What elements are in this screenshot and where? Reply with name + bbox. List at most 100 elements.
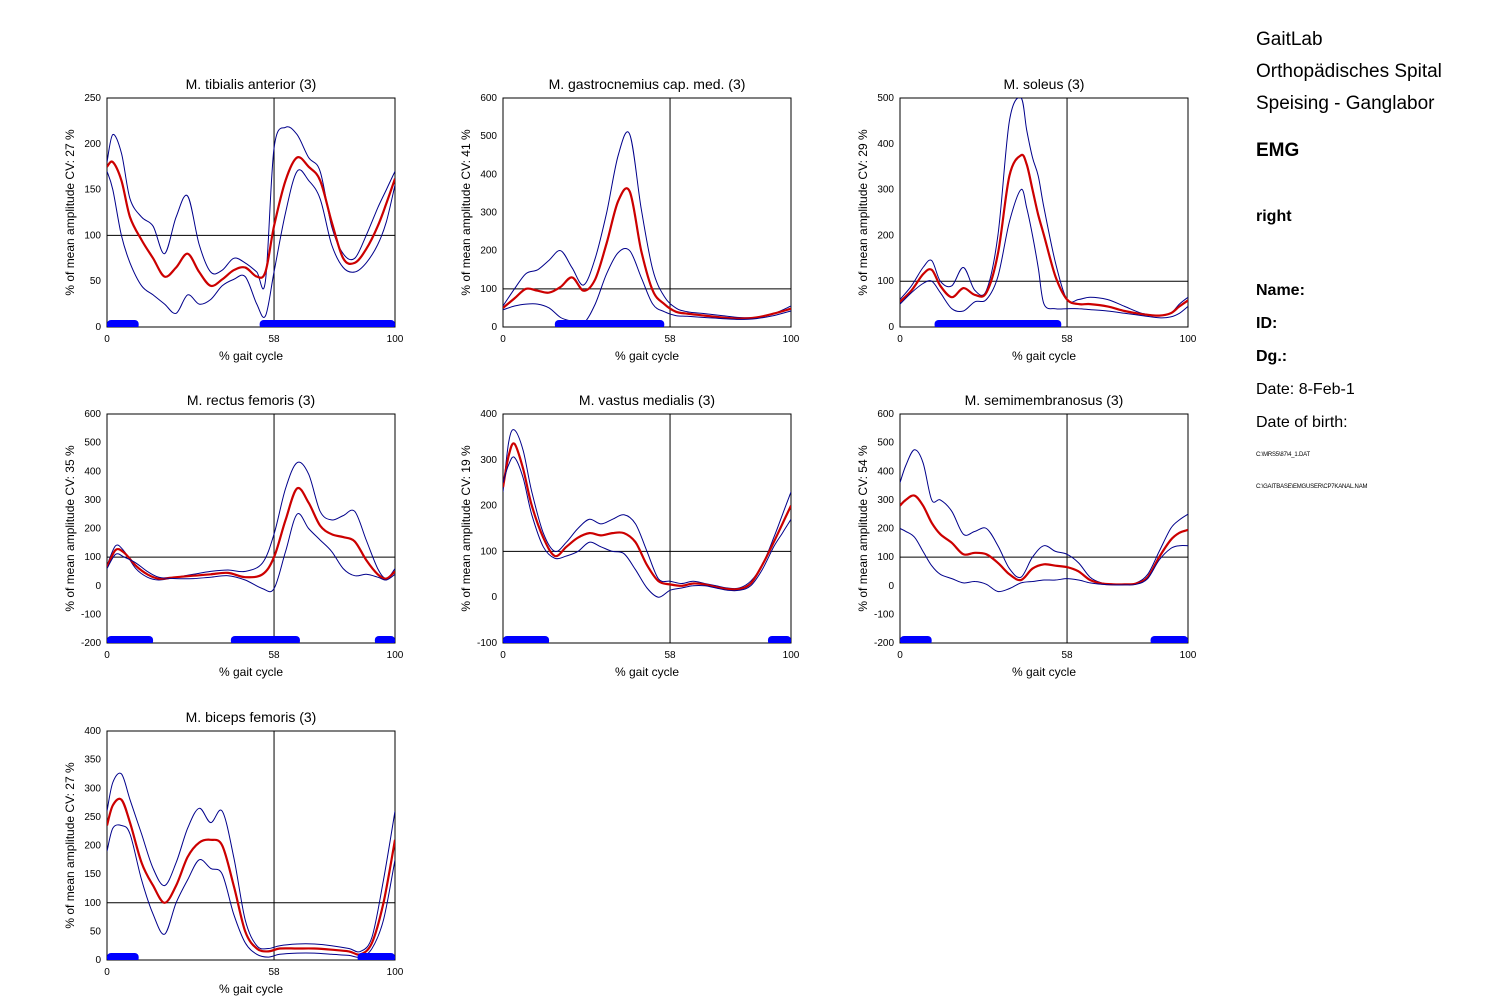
- y-tick-label: 100: [877, 552, 894, 563]
- y-tick-label: 100: [480, 284, 497, 295]
- y-tick-label: 600: [480, 93, 497, 104]
- chart-3: M. soleus (3) 0 100 200 300 400 500 0 58 100 % gai…: [856, 76, 1197, 363]
- y-tick-label: 500: [480, 131, 497, 142]
- side-label: right: [1256, 208, 1292, 225]
- y-tick-label: 250: [84, 93, 101, 104]
- y-tick-label: 0: [888, 581, 894, 592]
- series-group: [503, 131, 791, 325]
- x-tick-label: 100: [783, 650, 800, 661]
- y-tick-label: 100: [480, 546, 497, 557]
- x-axis-label: % gait cycle: [1012, 665, 1076, 679]
- mean-curve: [503, 442, 791, 591]
- y-tick-label: -100: [477, 638, 497, 649]
- y-tick-label: 200: [480, 501, 497, 512]
- mean-curve: [503, 187, 791, 320]
- mean-curve: [107, 156, 395, 288]
- y-axis-label: % of mean amplitude CV: 29 %: [856, 129, 870, 296]
- chart-title: M. vastus medialis (3): [579, 392, 715, 408]
- plot-frame: [899, 97, 1189, 328]
- x-tick-label: 0: [104, 650, 110, 661]
- x-tick-label: 100: [387, 334, 404, 345]
- chart-title: M. rectus femoris (3): [187, 392, 315, 408]
- y-tick-label: 500: [84, 438, 101, 449]
- chart-title: M. tibialis anterior (3): [186, 76, 317, 92]
- y-axis-label: % of mean amplitude CV: 27 %: [63, 129, 77, 296]
- y-axis-label: % of mean amplitude CV: 35 %: [63, 445, 77, 612]
- chart-1: M. tibialis anterior (3) 0 50 100 150 200 250 0…: [63, 76, 404, 363]
- lab-name-line-2: Orthopädisches Spital: [1256, 61, 1442, 82]
- x-tick-label: 58: [664, 334, 676, 345]
- x-tick-label: 0: [500, 334, 506, 345]
- id-field: ID:: [1256, 307, 1486, 340]
- name-field: Name:: [1256, 274, 1486, 307]
- y-tick-label: 400: [877, 466, 894, 477]
- y-tick-label: 0: [95, 322, 101, 333]
- upper-band-curve: [503, 131, 791, 319]
- x-tick-label: 58: [268, 967, 280, 978]
- x-tick-label: 58: [1061, 650, 1073, 661]
- y-tick-label: 200: [877, 524, 894, 535]
- x-axis-label: % gait cycle: [219, 349, 283, 363]
- activity-bar: [107, 636, 154, 643]
- x-tick-label: 100: [783, 334, 800, 345]
- y-tick-label: 600: [84, 409, 101, 420]
- y-tick-label: 150: [84, 869, 101, 880]
- activity-bar: [900, 636, 932, 643]
- y-tick-label: 200: [877, 230, 894, 241]
- activity-bar: [503, 636, 550, 643]
- mean-curve: [900, 153, 1188, 317]
- chart-2: M. gastrocnemius cap. med. (3) 0 100 200 300…: [459, 76, 800, 363]
- upper-band-curve: [900, 449, 1188, 586]
- activity-bars: [554, 320, 665, 327]
- y-tick-label: 200: [480, 246, 497, 257]
- y-tick-label: 0: [95, 955, 101, 966]
- y-tick-label: 400: [84, 726, 101, 737]
- x-tick-label: 58: [664, 650, 676, 661]
- y-axis-label: % of mean amplitude CV: 54 %: [856, 445, 870, 612]
- x-axis-label: % gait cycle: [615, 665, 679, 679]
- y-tick-label: 50: [90, 926, 102, 937]
- y-tick-label: 400: [480, 169, 497, 180]
- date-value: 8-Feb-1: [1298, 381, 1355, 398]
- y-tick-label: 400: [84, 466, 101, 477]
- activity-bars: [107, 636, 395, 643]
- activity-bar: [259, 320, 395, 327]
- dg-label: Dg.:: [1256, 348, 1288, 365]
- x-tick-label: 0: [104, 967, 110, 978]
- activity-bar: [230, 636, 300, 643]
- plot-frame: [502, 413, 792, 644]
- lab-name-line-1: GaitLab: [1256, 29, 1323, 50]
- x-tick-label: 100: [387, 967, 404, 978]
- mean-curve: [900, 494, 1188, 586]
- lower-band-curve: [900, 188, 1188, 319]
- y-tick-label: 400: [480, 409, 497, 420]
- y-tick-label: 250: [84, 812, 101, 823]
- y-tick-label: -100: [874, 609, 894, 620]
- y-tick-label: 0: [491, 322, 497, 333]
- x-tick-label: 58: [1061, 334, 1073, 345]
- chart-4: M. rectus femoris (3) -200 -100 0 100 200 300 4…: [63, 392, 404, 679]
- lower-band-curve: [503, 456, 791, 598]
- y-tick-label: 300: [480, 455, 497, 466]
- x-axis-label: % gait cycle: [615, 349, 679, 363]
- x-axis-label: % gait cycle: [219, 982, 283, 996]
- y-axis-label: % of mean amplitude CV: 41 %: [459, 129, 473, 296]
- y-tick-label: 200: [84, 841, 101, 852]
- mean-curve: [107, 486, 395, 580]
- upper-band-curve: [107, 126, 395, 290]
- x-tick-label: 0: [897, 334, 903, 345]
- y-tick-label: 300: [84, 495, 101, 506]
- activity-bars: [503, 636, 791, 643]
- file-path-1: C:\MRS5\87\4_1.DAT: [1256, 452, 1310, 458]
- date-field: Date: 8-Feb-1: [1256, 373, 1486, 406]
- upper-band-curve: [503, 429, 791, 590]
- plot-frame: [106, 730, 396, 961]
- id-label: ID:: [1256, 315, 1278, 332]
- y-tick-label: 300: [480, 208, 497, 219]
- activity-bars: [934, 320, 1062, 327]
- y-tick-label: 350: [84, 755, 101, 766]
- y-tick-label: 0: [491, 592, 497, 603]
- section-title: EMG: [1256, 140, 1300, 161]
- date-label: Date:: [1256, 381, 1295, 398]
